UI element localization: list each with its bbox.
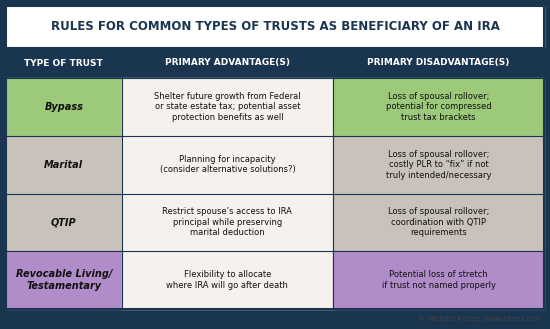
Bar	[122, 251, 333, 309]
Text: PRIMARY DISADVANTAGE(S): PRIMARY DISADVANTAGE(S)	[367, 59, 510, 67]
Bar	[6, 6, 544, 48]
Bar	[333, 78, 544, 136]
Bar	[333, 136, 544, 193]
Text: © Michael Kitces, www.kitces.com: © Michael Kitces, www.kitces.com	[418, 315, 542, 322]
Bar	[122, 193, 333, 251]
Bar	[122, 78, 333, 136]
Text: Shelter future growth from Federal
or state estate tax; potential asset
protecti: Shelter future growth from Federal or st…	[154, 92, 301, 122]
Text: RULES FOR COMMON TYPES OF TRUSTS AS BENEFICIARY OF AN IRA: RULES FOR COMMON TYPES OF TRUSTS AS BENE…	[51, 20, 499, 34]
Bar	[6, 193, 122, 251]
Text: Restrict spouse’s access to IRA
principal while preserving
marital deduction: Restrict spouse’s access to IRA principa…	[162, 208, 292, 237]
Text: PRIMARY ADVANTAGE(S): PRIMARY ADVANTAGE(S)	[165, 59, 290, 67]
Text: Bypass: Bypass	[45, 102, 83, 112]
Text: Revocable Living/
Testamentary: Revocable Living/ Testamentary	[15, 269, 112, 291]
Bar	[333, 251, 544, 309]
Bar	[6, 136, 122, 193]
Text: Loss of spousal rollover;
potential for compressed
trust tax brackets: Loss of spousal rollover; potential for …	[386, 92, 491, 122]
Text: Planning for incapacity
(consider alternative solutions?): Planning for incapacity (consider altern…	[160, 155, 295, 174]
Bar	[333, 193, 544, 251]
Bar	[122, 136, 333, 193]
Bar	[6, 48, 544, 78]
Text: TYPE OF TRUST: TYPE OF TRUST	[24, 59, 103, 67]
Bar	[6, 78, 122, 136]
Text: Loss of spousal rollover;
coordination with QTIP
requirements: Loss of spousal rollover; coordination w…	[388, 208, 490, 237]
Text: Flexibility to allocate
where IRA will go after death: Flexibility to allocate where IRA will g…	[167, 270, 288, 290]
Bar	[6, 251, 122, 309]
Text: Marital: Marital	[44, 160, 84, 170]
Text: Loss of spousal rollover;
costly PLR to “fix” if not
truly intended/necessary: Loss of spousal rollover; costly PLR to …	[386, 150, 491, 180]
Text: QTIP: QTIP	[51, 217, 76, 227]
Text: Potential loss of stretch
if trust not named properly: Potential loss of stretch if trust not n…	[382, 270, 496, 290]
